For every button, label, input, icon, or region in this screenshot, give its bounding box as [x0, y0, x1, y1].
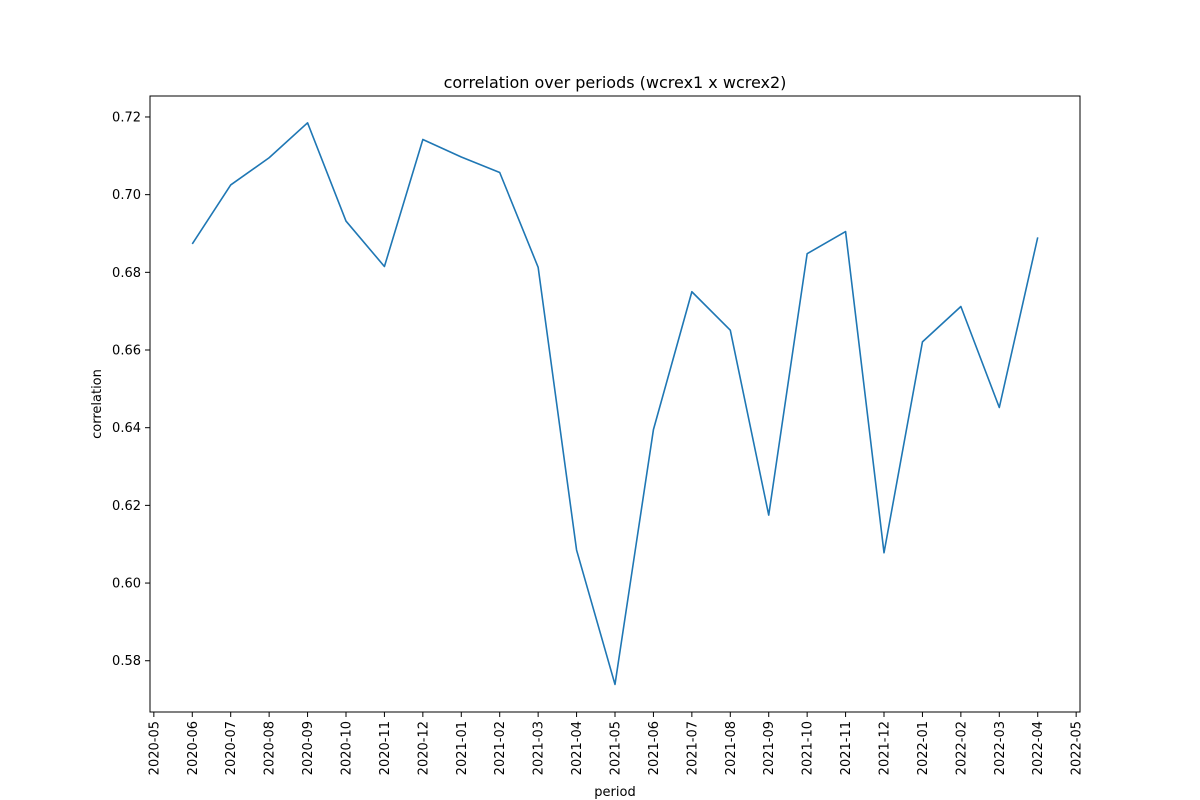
x-tick-label: 2020-07 — [224, 721, 239, 775]
x-tick-label: 2020-11 — [378, 721, 393, 775]
x-tick-label: 2021-07 — [685, 721, 700, 775]
x-axis-title: period — [594, 785, 635, 800]
x-tick-label: 2021-03 — [532, 721, 547, 775]
x-tick-label: 2020-09 — [301, 721, 316, 775]
x-tick-label: 2022-05 — [1070, 721, 1085, 775]
series-line — [191, 122, 1039, 686]
x-tick-label: 2020-10 — [339, 721, 354, 775]
x-tick-label: 2021-04 — [570, 721, 585, 775]
y-axis: 0.58 0.60 0.62 0.64 0.66 0.68 0.70 0.72 — [112, 110, 150, 669]
y-tick-label: 0.58 — [112, 654, 141, 669]
x-tick-label: 2021-01 — [455, 721, 470, 775]
y-tick-label: 0.64 — [112, 421, 141, 436]
x-tick-label: 2022-02 — [954, 721, 969, 775]
y-tick-label: 0.60 — [112, 577, 141, 592]
x-tick-label: 2021-08 — [724, 721, 739, 775]
y-tick-label: 0.62 — [112, 499, 141, 514]
y-tick-label: 0.66 — [112, 344, 141, 359]
x-tick-label: 2020-05 — [147, 721, 162, 775]
y-axis-title: correlation — [90, 369, 105, 439]
x-tick-label: 2020-08 — [263, 721, 278, 775]
plot-area-frame — [149, 95, 1081, 713]
y-tick-label: 0.70 — [112, 188, 141, 203]
x-tick-label: 2020-12 — [416, 721, 431, 775]
x-tick-label: 2021-06 — [647, 721, 662, 775]
y-tick-label: 0.68 — [112, 266, 141, 281]
x-tick-label: 2021-05 — [609, 721, 624, 775]
x-tick-label: 2021-10 — [801, 721, 816, 775]
x-tick-label: 2022-03 — [993, 721, 1008, 775]
x-tick-label: 2021-09 — [762, 721, 777, 775]
x-tick-label: 2020-06 — [186, 721, 201, 775]
x-tick-label: 2021-11 — [839, 721, 854, 775]
x-tick-label: 2021-12 — [878, 721, 893, 775]
x-axis: 2020-05 2020-06 2020-07 2020-08 2020-09 2020-… — [147, 712, 1085, 775]
chart-title: correlation over periods (wcrex1 x wcrex… — [444, 73, 787, 92]
x-tick-label: 2022-01 — [916, 721, 931, 775]
y-tick-label: 0.72 — [112, 110, 141, 125]
x-tick-label: 2022-04 — [1031, 721, 1046, 775]
series-layer — [191, 122, 1039, 686]
x-tick-label: 2021-02 — [493, 721, 508, 775]
